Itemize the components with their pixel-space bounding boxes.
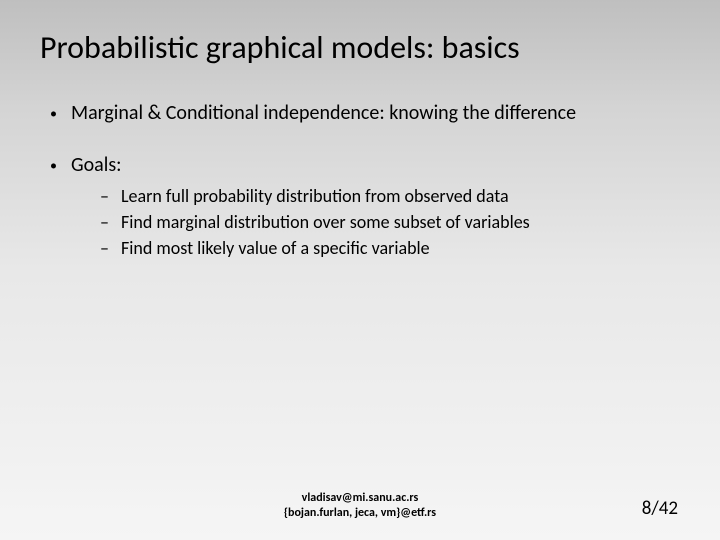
- footer-emails: vladisav@mi.sanu.ac.rs {bojan.furlan, je…: [0, 491, 720, 522]
- sub-bullet-likely: – Find most likely value of a specific v…: [100, 237, 680, 259]
- bullet-dot-icon: •: [50, 157, 57, 174]
- dash-icon: –: [100, 211, 109, 233]
- bullet-text: Marginal & Conditional independence: kno…: [71, 101, 576, 125]
- bullet-marginal-conditional: • Marginal & Conditional independence: k…: [50, 101, 680, 125]
- footer-line2: {bojan.furlan, jeca, vm}@etf.rs: [0, 506, 720, 522]
- sub-bullet-text: Find most likely value of a specific var…: [121, 237, 430, 259]
- sub-bullet-learn: – Learn full probability distribution fr…: [100, 185, 680, 207]
- dash-icon: –: [100, 237, 109, 259]
- goals-sublist: – Learn full probability distribution fr…: [40, 185, 680, 259]
- dash-icon: –: [100, 185, 109, 207]
- slide-title: Probabilistic graphical models: basics: [40, 28, 680, 67]
- sub-bullet-text: Find marginal distribution over some sub…: [121, 211, 530, 233]
- bullet-dot-icon: •: [50, 105, 57, 122]
- footer-line1: vladisav@mi.sanu.ac.rs: [0, 491, 720, 507]
- page-number: 8/42: [642, 497, 678, 520]
- slide: Probabilistic graphical models: basics •…: [0, 0, 720, 540]
- sub-bullet-marginal: – Find marginal distribution over some s…: [100, 211, 680, 233]
- bullet-goals: • Goals:: [50, 153, 680, 177]
- sub-bullet-text: Learn full probability distribution from…: [121, 185, 509, 207]
- bullet-text: Goals:: [71, 153, 122, 177]
